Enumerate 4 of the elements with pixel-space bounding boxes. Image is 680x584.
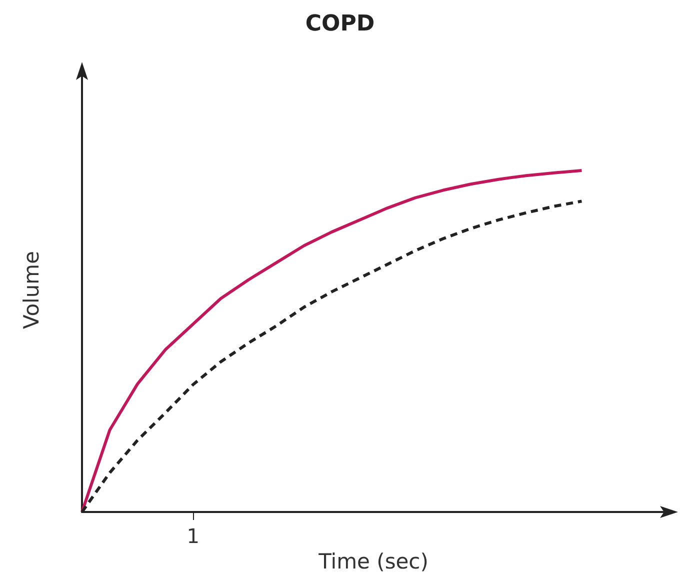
- text: 1: [186, 524, 200, 548]
- y-axis-title: Volume: [20, 250, 44, 330]
- x-axis-title: Time (sec): [318, 549, 428, 574]
- chart-title: COPD: [305, 12, 375, 36]
